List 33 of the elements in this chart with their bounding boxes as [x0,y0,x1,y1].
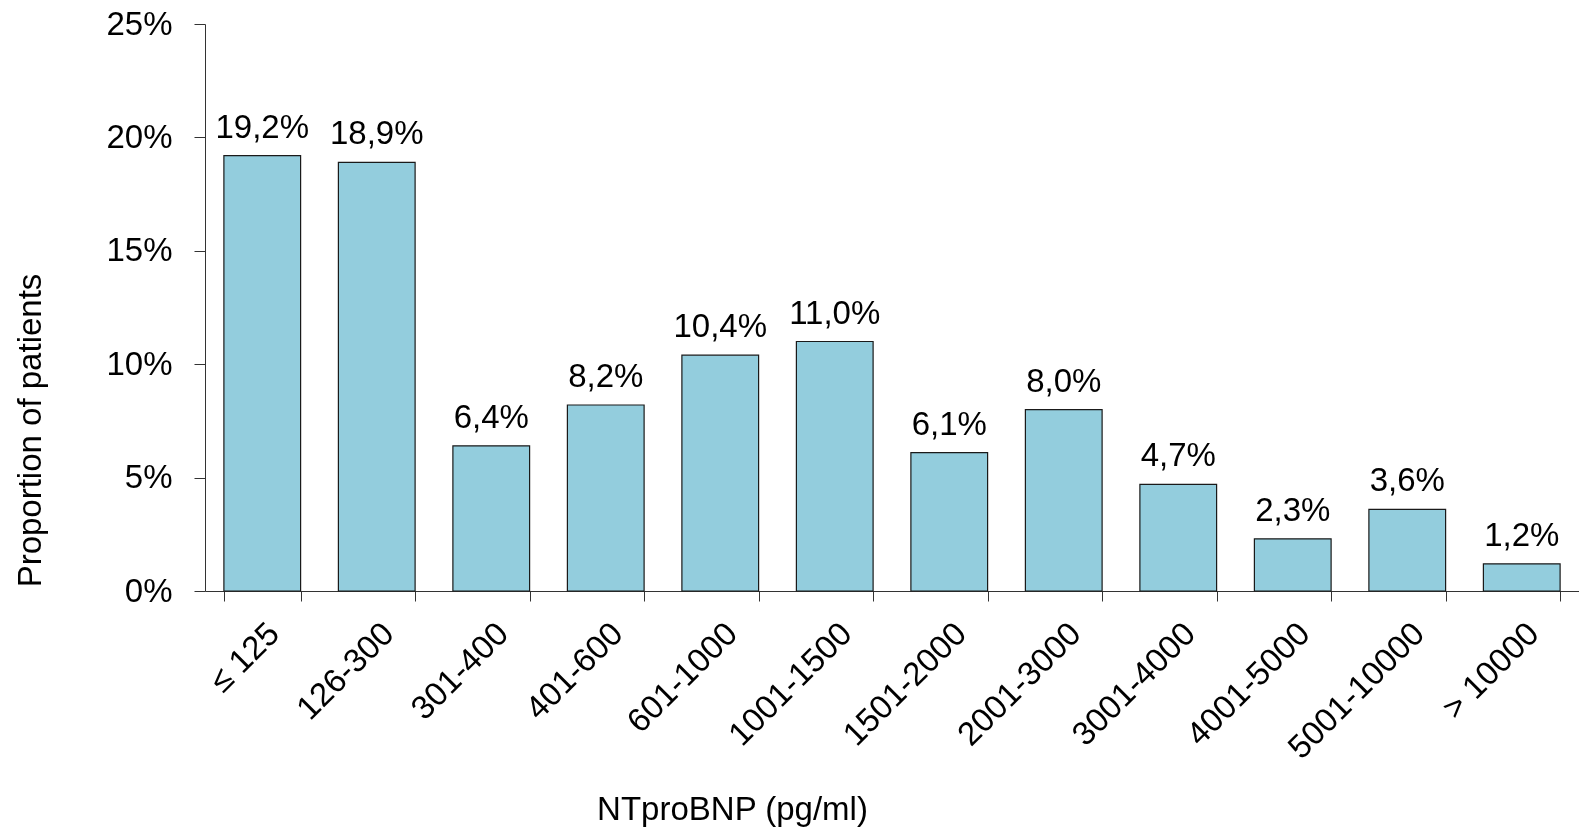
y-tick-label: 15% [106,231,173,269]
data-label: 6,4% [453,397,529,435]
y-tick-label: 0% [124,571,173,609]
x-axis-title: NTproBNP (pg/ml) [597,789,868,827]
data-label: 8,2% [568,357,644,395]
bar [910,452,989,592]
data-label: 8,0% [1026,361,1102,399]
bar [795,340,874,592]
y-axis-title: Proportion of patients [10,273,48,588]
data-label: 6,1% [911,404,987,442]
bar [681,354,760,592]
bar [1368,508,1447,592]
bar [1482,563,1561,592]
data-label: 2,3% [1255,490,1331,528]
y-tick-label: 10% [106,344,173,382]
data-label: 10,4% [673,307,768,345]
bar [1139,483,1218,592]
data-label: 1,2% [1484,515,1560,553]
data-label: 11,0% [789,293,881,331]
y-tick-label: 5% [124,458,173,496]
bar [566,404,645,592]
y-tick-label: 25% [106,4,173,42]
bar [223,154,302,592]
data-label: 18,9% [329,114,424,152]
bar [337,161,416,592]
data-label: 3,6% [1369,461,1445,499]
bar [1024,408,1103,592]
x-tick-label: ≤ 125 [201,614,287,700]
data-label: 19,2% [215,107,310,145]
data-label: 4,7% [1140,436,1216,474]
bar [1253,538,1332,592]
y-tick-label: 20% [106,117,173,155]
bar [452,445,531,592]
